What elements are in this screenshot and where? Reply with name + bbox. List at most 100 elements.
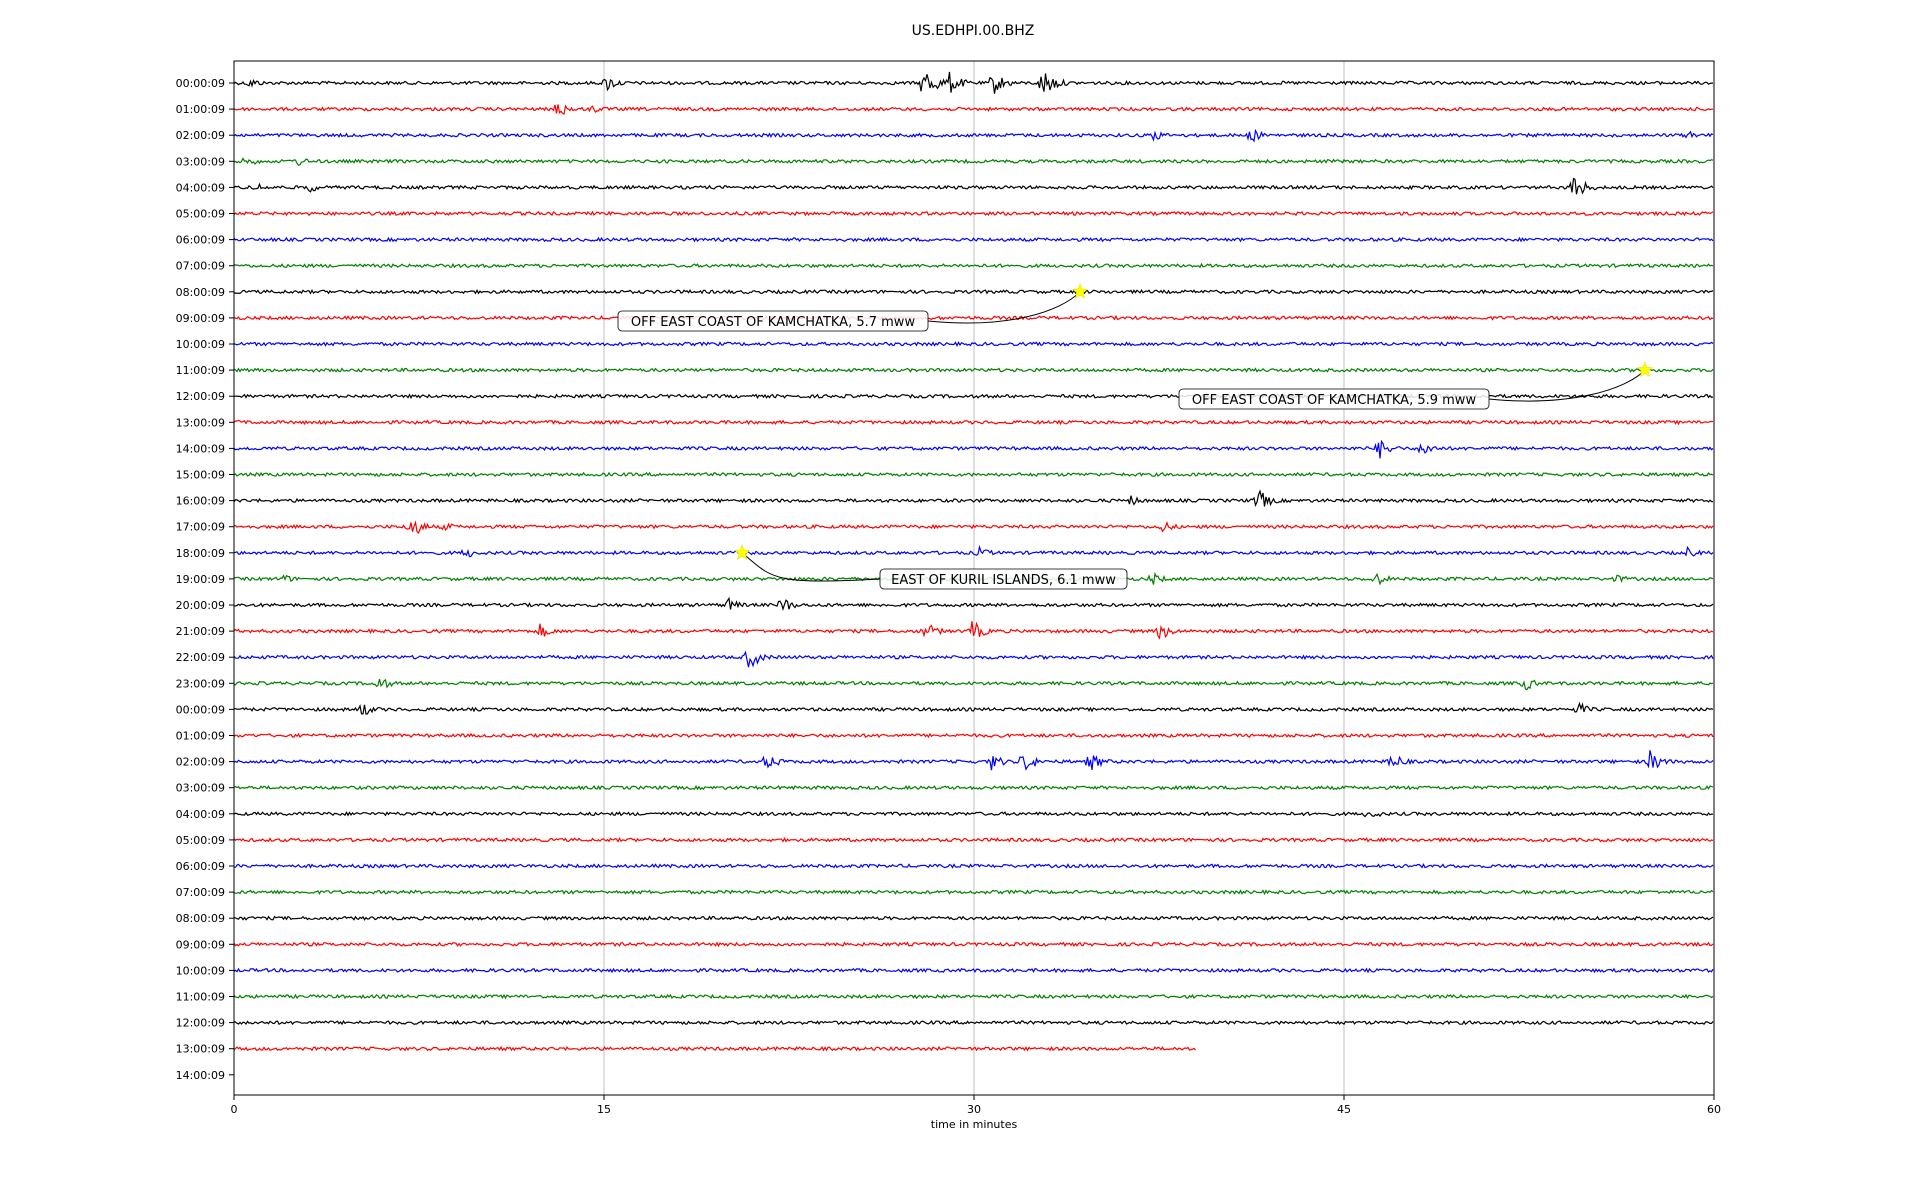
y-tick-label: 05:00:09 <box>176 834 225 847</box>
trace-row-21 <box>233 621 1714 640</box>
annotation-label: OFF EAST COAST OF KAMCHATKA, 5.9 mww <box>1192 393 1477 408</box>
trace-row-20 <box>233 596 1714 611</box>
y-tick-label: 15:00:09 <box>176 469 225 482</box>
traces <box>233 71 1714 1052</box>
annotation-box <box>1178 388 1490 410</box>
y-tick-label: 09:00:09 <box>176 312 225 325</box>
x-tick-label: 60 <box>1707 1103 1721 1116</box>
trace-row-7 <box>233 262 1714 269</box>
annotation-box <box>617 310 929 332</box>
y-tick-label: 07:00:09 <box>176 886 225 899</box>
y-tick-label: 02:00:09 <box>176 129 225 142</box>
y-tick-label: 01:00:09 <box>176 103 225 116</box>
trace-row-28 <box>233 810 1714 818</box>
x-axis-label: time in minutes <box>931 1118 1018 1131</box>
trace-row-30 <box>233 863 1714 869</box>
trace-row-11 <box>233 367 1714 373</box>
y-tick-label: 20:00:09 <box>176 599 225 612</box>
y-tick-label: 22:00:09 <box>176 651 225 664</box>
y-tick-label: 00:00:09 <box>176 703 225 716</box>
trace-row-5 <box>233 210 1714 217</box>
y-tick-label: 10:00:09 <box>176 338 225 351</box>
event-annotation: OFF EAST COAST OF KAMCHATKA, 5.7 mww <box>617 283 1089 332</box>
annotation-connector <box>927 291 1081 324</box>
y-tick-label: 08:00:09 <box>176 912 225 925</box>
x-axis-ticks: 0 15 30 45 60 <box>231 1095 1721 1116</box>
trace-row-13 <box>233 419 1714 426</box>
y-tick-label: 21:00:09 <box>176 625 225 638</box>
trace-row-10 <box>233 341 1714 348</box>
trace-row-3 <box>233 157 1714 167</box>
trace-row-15 <box>233 471 1714 478</box>
trace-row-35 <box>233 993 1714 1000</box>
annotation-label: EAST OF KURIL ISLANDS, 6.1 mww <box>891 573 1116 588</box>
y-tick-label: 13:00:09 <box>176 416 225 429</box>
x-tick-label: 30 <box>967 1103 981 1116</box>
trace-row-18 <box>233 544 1714 558</box>
x-tick-label: 45 <box>1337 1103 1351 1116</box>
event-annotations: OFF EAST COAST OF KAMCHATKA, 5.7 mww OFF … <box>617 283 1654 590</box>
chart-title: US.EDHPI.00.BHZ <box>912 23 1035 39</box>
trace-row-12 <box>233 393 1714 400</box>
trace-row-27 <box>233 784 1714 791</box>
y-tick-label: 09:00:09 <box>176 938 225 951</box>
y-tick-label: 07:00:09 <box>176 260 225 273</box>
trace-row-25 <box>233 732 1714 739</box>
event-star-icon <box>1636 361 1654 378</box>
y-tick-label: 00:00:09 <box>176 77 225 90</box>
y-tick-label: 11:00:09 <box>176 991 225 1004</box>
annotation-connector <box>1488 369 1646 402</box>
trace-row-6 <box>233 236 1714 243</box>
trace-row-36 <box>233 1019 1714 1026</box>
y-tick-label: 13:00:09 <box>176 1043 225 1056</box>
trace-row-29 <box>233 837 1714 843</box>
trace-row-37 <box>233 1045 1196 1052</box>
trace-row-14 <box>233 439 1714 459</box>
trace-row-23 <box>233 678 1714 691</box>
y-tick-label: 19:00:09 <box>176 573 225 586</box>
y-tick-label: 03:00:09 <box>176 782 225 795</box>
y-tick-label: 23:00:09 <box>176 677 225 690</box>
y-tick-label: 17:00:09 <box>176 521 225 534</box>
annotation-box <box>879 568 1128 590</box>
trace-row-31 <box>233 889 1714 896</box>
event-annotation: EAST OF KURIL ISLANDS, 6.1 mww <box>733 544 1128 590</box>
trace-row-32 <box>233 915 1714 921</box>
trace-row-9 <box>233 314 1714 321</box>
trace-row-8 <box>233 288 1714 295</box>
x-tick-label: 0 <box>231 1103 238 1116</box>
annotation-connector <box>741 552 881 582</box>
trace-row-34 <box>233 967 1714 974</box>
trace-row-22 <box>233 650 1714 668</box>
y-tick-label: 06:00:09 <box>176 234 225 247</box>
y-tick-label: 10:00:09 <box>176 964 225 977</box>
trace-row-16 <box>233 489 1714 507</box>
trace-row-1 <box>233 104 1714 116</box>
y-tick-label: 04:00:09 <box>176 181 225 194</box>
event-star-icon <box>1071 283 1089 299</box>
x-tick-label: 15 <box>597 1103 611 1116</box>
trace-row-17 <box>233 520 1714 535</box>
plot-frame <box>233 60 1715 1096</box>
trace-row-26 <box>233 750 1714 771</box>
trace-row-2 <box>233 128 1714 143</box>
y-tick-label: 03:00:09 <box>176 155 225 168</box>
trace-row-33 <box>233 941 1714 948</box>
y-tick-label: 05:00:09 <box>176 208 225 221</box>
trace-row-0 <box>233 71 1713 94</box>
y-tick-label: 04:00:09 <box>176 808 225 821</box>
y-tick-label: 11:00:09 <box>176 364 225 377</box>
y-tick-label: 12:00:09 <box>176 390 225 403</box>
event-star-icon <box>733 544 751 560</box>
y-tick-label: 12:00:09 <box>176 1017 225 1030</box>
y-tick-label: 08:00:09 <box>176 286 225 299</box>
trace-row-24 <box>233 701 1714 715</box>
y-tick-label: 18:00:09 <box>176 547 225 560</box>
y-axis-ticks: 00:00:09 01:00:09 02:00:09 03:00:09 04:00:09… <box>176 77 234 1082</box>
y-tick-label: 16:00:09 <box>176 495 225 508</box>
y-tick-label: 02:00:09 <box>176 756 225 769</box>
y-tick-label: 14:00:09 <box>176 442 225 455</box>
y-tick-label: 01:00:09 <box>176 730 225 743</box>
annotation-label: OFF EAST COAST OF KAMCHATKA, 5.7 mww <box>631 315 916 330</box>
